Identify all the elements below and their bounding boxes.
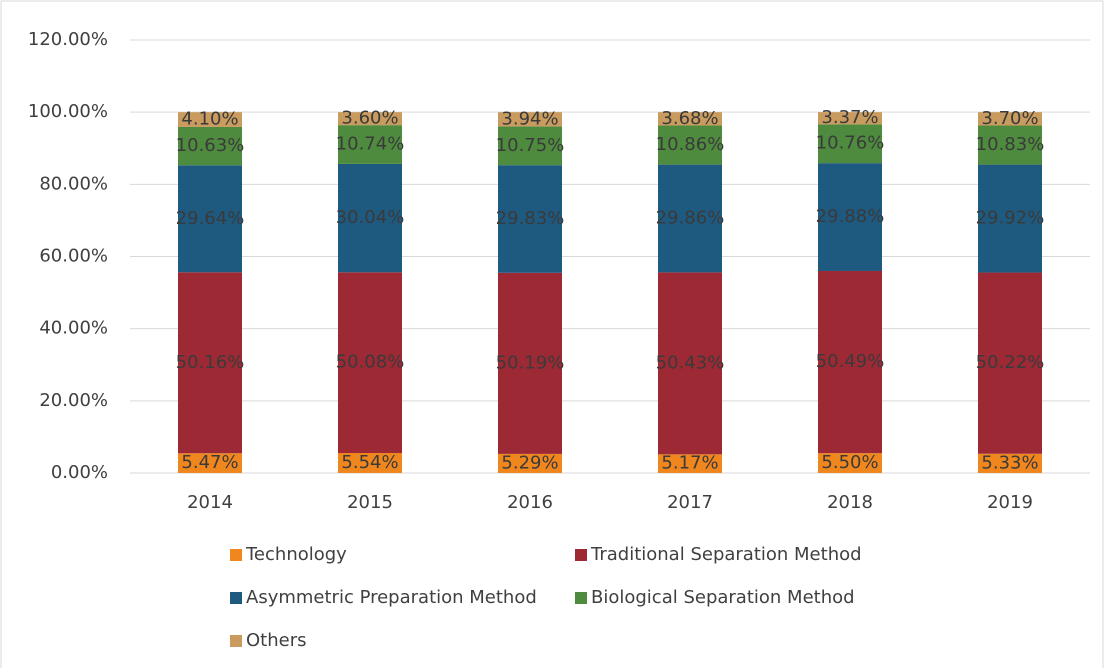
- value-label: 10.86%: [656, 134, 725, 155]
- value-label: 10.83%: [976, 134, 1045, 155]
- bar-segment: [658, 454, 722, 473]
- bar-segment: [818, 112, 882, 125]
- value-label: 5.50%: [821, 452, 878, 473]
- legend-label: Traditional Separation Method: [590, 544, 862, 565]
- legend-swatch: [230, 635, 242, 647]
- value-label: 5.33%: [981, 452, 1038, 473]
- bar-segment: [338, 272, 402, 454]
- x-tick-label: 2016: [507, 492, 553, 513]
- bar-segment: [978, 453, 1042, 473]
- bar-segment: [498, 453, 562, 473]
- value-label: 50.22%: [976, 352, 1045, 373]
- y-tick-label: 0.00%: [51, 462, 108, 483]
- value-label: 10.74%: [336, 134, 405, 155]
- bar-segment: [178, 272, 242, 454]
- value-label: 29.86%: [656, 208, 725, 229]
- bar-segment: [818, 124, 882, 164]
- value-label: 10.76%: [816, 133, 885, 154]
- bar-segment: [498, 126, 562, 166]
- y-tick-label: 100.00%: [28, 101, 108, 122]
- value-label: 50.49%: [816, 351, 885, 372]
- bar-segment: [338, 112, 402, 126]
- value-label: 3.70%: [981, 108, 1038, 129]
- bar-segment: [818, 163, 882, 271]
- y-tick-label: 60.00%: [39, 246, 108, 267]
- value-label: 29.83%: [496, 208, 565, 229]
- value-label: 3.94%: [501, 108, 558, 129]
- x-tick-label: 2015: [347, 492, 393, 513]
- y-tick-label: 80.00%: [39, 173, 108, 194]
- value-label: 50.16%: [176, 352, 245, 373]
- value-label: 4.10%: [181, 109, 238, 130]
- bar-segment: [658, 272, 722, 455]
- legend-label: Others: [246, 630, 307, 651]
- y-tick-label: 40.00%: [39, 318, 108, 339]
- value-label: 10.63%: [176, 135, 245, 156]
- value-label: 3.68%: [661, 108, 718, 129]
- legend-label: Technology: [245, 544, 347, 565]
- x-tick-label: 2018: [827, 492, 873, 513]
- bar-segment: [338, 125, 402, 164]
- bar-segment: [978, 164, 1042, 273]
- value-label: 50.08%: [336, 352, 405, 373]
- y-tick-label: 20.00%: [39, 390, 108, 411]
- value-label: 5.54%: [341, 452, 398, 473]
- x-tick-label: 2019: [987, 492, 1033, 513]
- y-tick-label: 120.00%: [28, 29, 108, 50]
- bar-segment: [178, 112, 242, 127]
- x-tick-label: 2017: [667, 492, 713, 513]
- legend-swatch: [230, 592, 242, 604]
- bar-segment: [978, 112, 1042, 126]
- bar-segment: [498, 272, 562, 454]
- legend-label: Biological Separation Method: [591, 587, 855, 608]
- bar-segment: [978, 272, 1042, 454]
- legend-swatch: [230, 549, 242, 561]
- value-label: 29.92%: [976, 208, 1045, 229]
- value-label: 29.64%: [176, 208, 245, 229]
- value-label: 5.47%: [181, 452, 238, 473]
- value-label: 10.75%: [496, 135, 565, 156]
- value-label: 5.17%: [661, 453, 718, 474]
- value-label: 50.19%: [496, 352, 565, 373]
- bar-segment: [338, 453, 402, 473]
- legend-swatch: [575, 592, 587, 604]
- value-label: 3.37%: [821, 107, 878, 128]
- value-label: 3.60%: [341, 108, 398, 129]
- bar-segment: [818, 270, 882, 454]
- bar-segment: [338, 163, 402, 273]
- value-label: 50.43%: [656, 352, 725, 373]
- bar-segment: [658, 125, 722, 165]
- value-label: 30.04%: [336, 207, 405, 228]
- bar-segment: [658, 112, 722, 126]
- bar-segment: [178, 165, 242, 273]
- bar-segment: [498, 112, 562, 127]
- legend-label: Asymmetric Preparation Method: [246, 587, 537, 608]
- legend-swatch: [575, 549, 587, 561]
- x-tick-label: 2014: [187, 492, 233, 513]
- bar-segment: [178, 453, 242, 473]
- bar-segment: [178, 126, 242, 166]
- bar-segment: [818, 453, 882, 473]
- bar-segment: [658, 164, 722, 273]
- value-label: 5.29%: [501, 452, 558, 473]
- bar-segment: [978, 125, 1042, 165]
- value-label: 29.88%: [816, 206, 885, 227]
- bar-segment: [498, 165, 562, 273]
